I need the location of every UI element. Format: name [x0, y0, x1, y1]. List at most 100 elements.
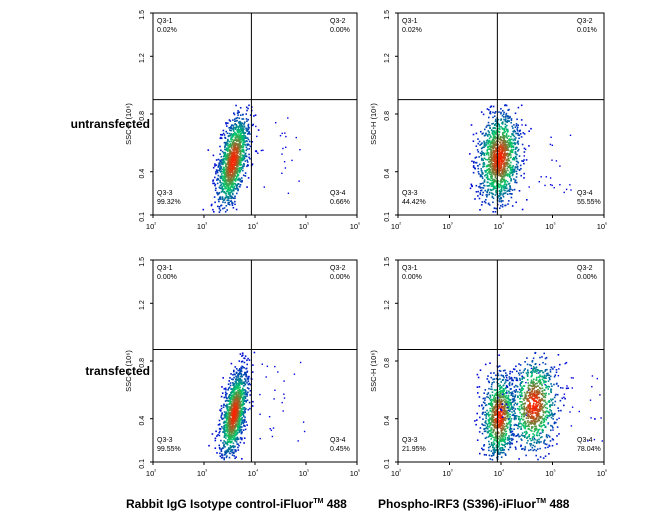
event-point — [507, 193, 509, 195]
event-point — [499, 385, 501, 387]
event-point — [523, 159, 525, 161]
event-point — [502, 435, 504, 437]
event-point — [229, 439, 231, 441]
event-point — [235, 133, 237, 135]
event-point — [477, 138, 479, 140]
event-point — [509, 153, 511, 155]
event-point — [490, 396, 492, 398]
event-point — [221, 134, 223, 136]
event-point — [513, 178, 515, 180]
event-point — [236, 161, 238, 163]
event-point — [234, 385, 236, 387]
event-point — [524, 151, 526, 153]
event-point — [242, 150, 244, 152]
event-point — [508, 142, 510, 144]
event-point — [494, 165, 496, 167]
event-point — [510, 150, 512, 152]
y-axis-label: SSC-H (10⁶) — [369, 350, 378, 392]
event-point — [236, 144, 238, 146]
event-point — [513, 171, 515, 173]
event-point — [221, 415, 223, 417]
event-point — [501, 160, 503, 162]
event-point — [491, 406, 493, 408]
event-point — [273, 398, 274, 399]
event-point — [241, 422, 243, 424]
event-point — [489, 125, 491, 127]
event-point — [516, 164, 518, 166]
event-point — [492, 184, 494, 186]
event-point — [232, 144, 234, 146]
event-point — [508, 401, 510, 403]
event-point — [223, 457, 225, 459]
event-point — [494, 389, 496, 391]
event-point — [247, 399, 249, 401]
event-point — [229, 119, 231, 121]
event-point — [519, 190, 521, 192]
event-point — [504, 417, 506, 419]
event-point — [226, 125, 228, 127]
event-point — [518, 107, 520, 109]
event-point — [234, 400, 236, 402]
event-point — [509, 420, 511, 422]
event-point — [523, 173, 525, 175]
event-point — [503, 388, 505, 390]
event-point — [229, 457, 231, 459]
event-point — [502, 204, 504, 206]
event-point — [232, 429, 234, 431]
event-point — [550, 137, 551, 138]
event-point — [479, 405, 481, 407]
quadrant-name-4: Q3-4 — [330, 190, 346, 197]
event-point — [225, 193, 227, 195]
event-point — [494, 419, 496, 421]
event-point — [234, 434, 236, 436]
event-point — [231, 179, 233, 181]
event-point — [235, 127, 237, 129]
event-point — [501, 166, 503, 168]
event-point — [223, 406, 225, 408]
quadrant-percent-4: 0.66% — [330, 199, 350, 206]
event-point — [237, 447, 239, 449]
event-point — [233, 377, 235, 379]
event-point — [224, 146, 226, 148]
event-point — [225, 198, 227, 200]
event-point — [252, 364, 254, 366]
event-point — [246, 141, 248, 143]
event-point — [244, 132, 246, 134]
event-point — [233, 433, 235, 435]
event-point — [243, 138, 245, 140]
event-point — [509, 186, 511, 188]
event-point — [490, 183, 492, 185]
event-point — [244, 400, 246, 402]
event-point — [229, 377, 231, 379]
event-point — [480, 131, 482, 133]
event-point — [237, 114, 239, 116]
event-point — [493, 447, 495, 449]
event-point — [233, 183, 235, 185]
event-point — [230, 382, 232, 384]
event-point — [230, 373, 232, 375]
event-point — [473, 134, 475, 136]
event-point — [487, 179, 489, 181]
event-point — [224, 416, 226, 418]
event-point — [479, 209, 481, 211]
event-point — [274, 366, 275, 367]
event-point — [227, 133, 229, 135]
event-point — [517, 130, 519, 132]
event-point — [236, 120, 238, 122]
event-point — [217, 178, 219, 180]
event-point — [241, 371, 243, 373]
event-point — [476, 133, 478, 135]
event-point — [215, 447, 217, 449]
x-tick-label: 10³ — [197, 469, 207, 478]
event-point — [243, 425, 245, 427]
event-point — [235, 163, 237, 165]
event-point — [239, 360, 241, 362]
event-point — [488, 423, 490, 425]
event-point — [501, 415, 503, 417]
event-point — [220, 167, 222, 169]
event-point — [504, 158, 506, 160]
event-point — [227, 389, 229, 391]
event-point — [516, 154, 518, 156]
event-point — [255, 126, 256, 127]
event-point — [203, 209, 205, 211]
